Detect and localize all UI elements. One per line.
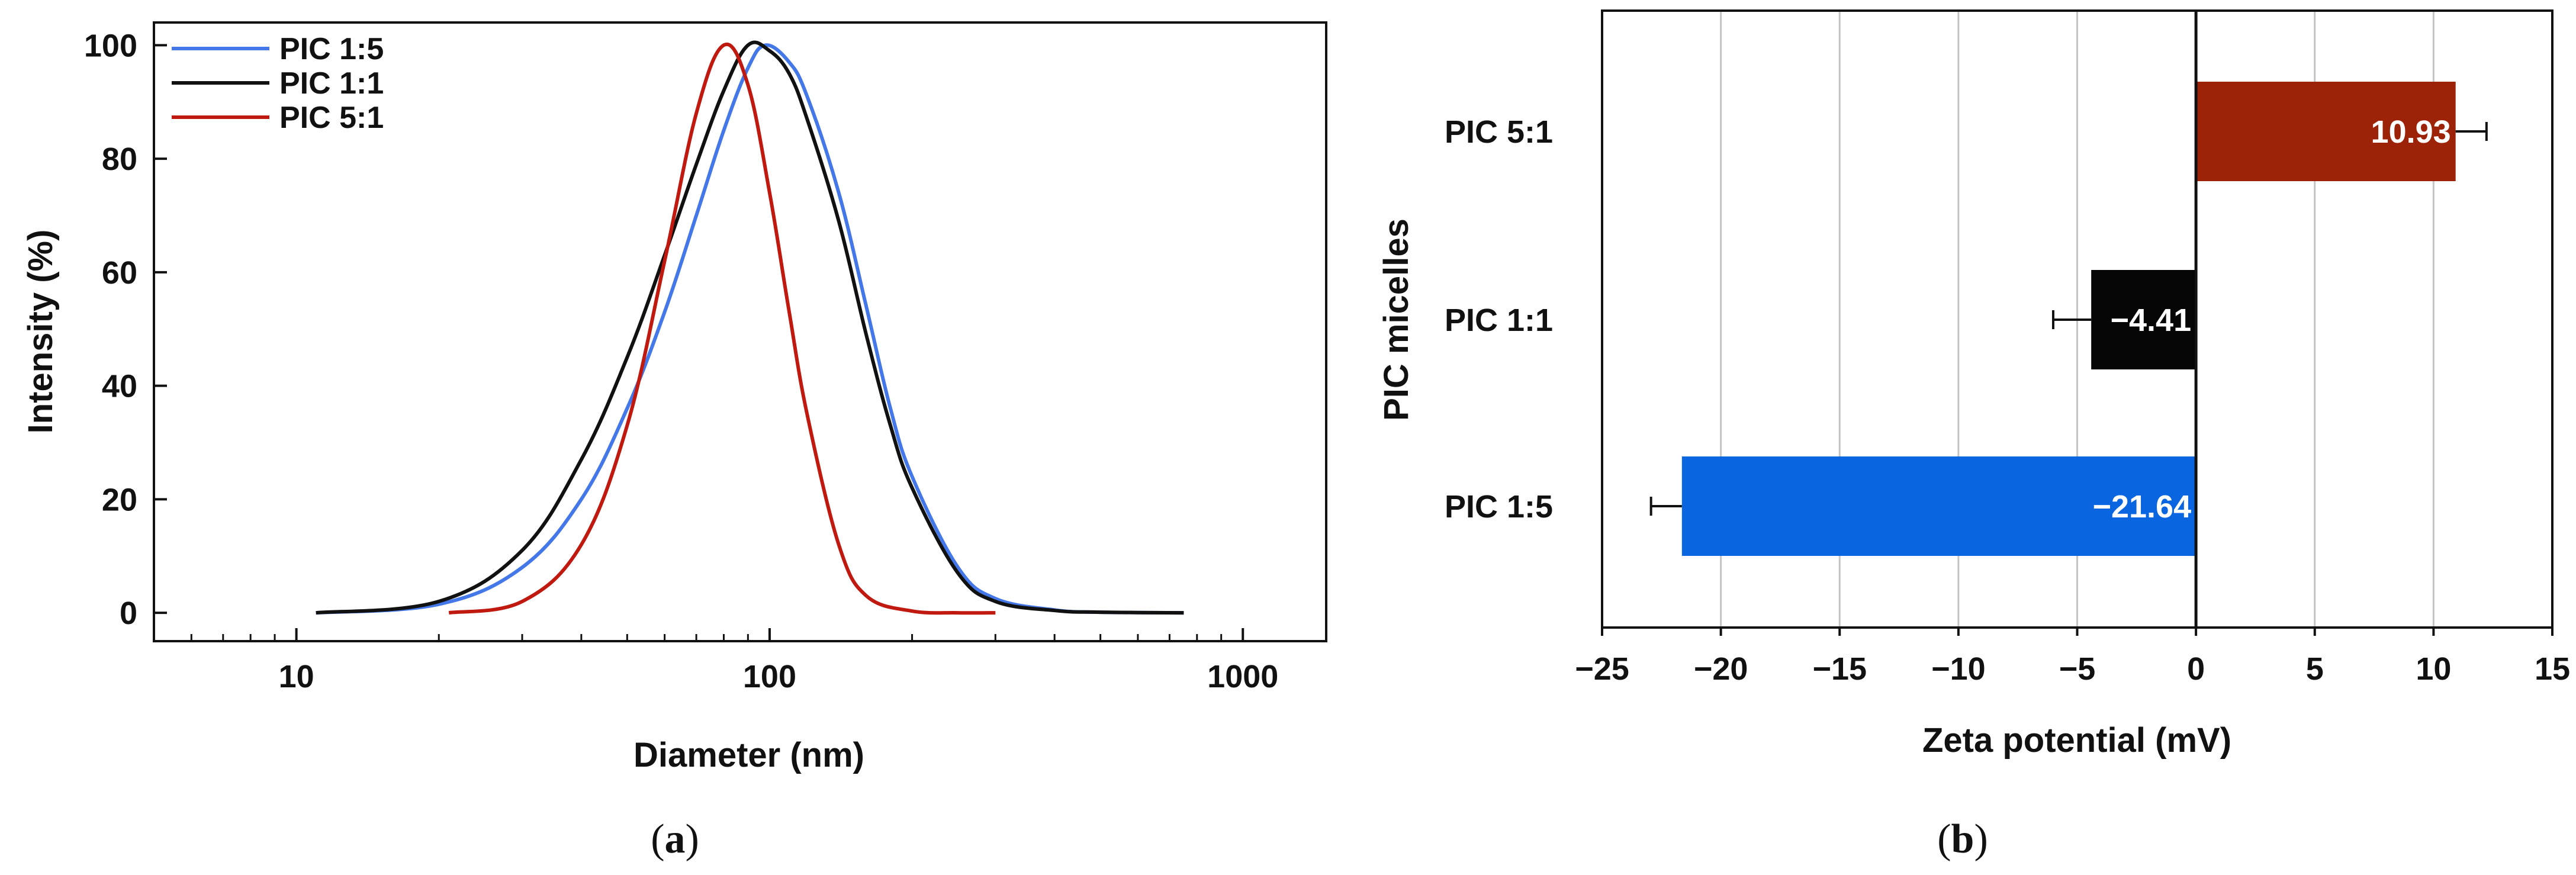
caption-letter: b xyxy=(1951,816,1974,862)
y-axis-title: PIC micelles xyxy=(1377,218,1416,421)
y-axis-title: Intensity (%) xyxy=(21,230,60,434)
series-line-pic-1-1 xyxy=(316,40,1184,615)
bar-pic-1-5 xyxy=(1681,456,2196,556)
x-tick-label: 5 xyxy=(2306,651,2324,687)
zeta-potential-chart: 10.93 −4.41 −21.64 PIC 5:1 PIC 1:1 PIC 1:5 −… xyxy=(1377,9,2570,862)
y-tick-label: 100 xyxy=(84,28,137,63)
plot-area-frame xyxy=(153,21,1327,642)
caption-letter: a xyxy=(665,816,686,862)
error-bars xyxy=(1649,122,2488,516)
y-axis-ticks: 0 20 40 60 80 100 xyxy=(84,28,167,631)
value-label-pic-1-1: −4.41 xyxy=(2110,303,2191,338)
x-tick-label: 15 xyxy=(2535,651,2570,687)
caption-open-paren: ( xyxy=(1937,816,1951,862)
x-axis-ticks: −25 −20 −15 −10 −5 0 5 10 15 xyxy=(1575,628,2570,687)
x-tick-label: −20 xyxy=(1694,651,1748,687)
bar-pic-5-1 xyxy=(2196,82,2456,181)
y-tick-label: 20 xyxy=(102,482,137,517)
panel-b-caption: (b) xyxy=(1937,816,1988,862)
caption-open-paren: ( xyxy=(651,816,664,862)
legend-label-pic-5-1: PIC 5:1 xyxy=(279,101,384,135)
x-tick-label: −15 xyxy=(1812,651,1867,687)
category-label-pic-1-5: PIC 1:5 xyxy=(1445,489,1553,525)
value-label-pic-5-1: 10.93 xyxy=(2371,114,2451,150)
series-line-pic-1-5 xyxy=(316,43,1184,615)
x-tick-label: −25 xyxy=(1575,651,1629,687)
series-line-pic-5-1 xyxy=(448,42,996,615)
y-tick-label: 0 xyxy=(120,596,137,631)
series-group xyxy=(316,40,1184,615)
legend-label-pic-1-1: PIC 1:1 xyxy=(279,66,384,101)
x-tick-label: 1000 xyxy=(1207,659,1278,694)
category-label-pic-1-1: PIC 1:1 xyxy=(1445,303,1553,338)
x-tick-label: 10 xyxy=(279,659,314,694)
y-tick-label: 40 xyxy=(102,369,137,404)
x-tick-label: −10 xyxy=(1931,651,1986,687)
x-tick-label: 10 xyxy=(2416,651,2451,687)
value-label-pic-1-5: −21.64 xyxy=(2092,489,2191,525)
caption-close-paren: ) xyxy=(1974,816,1988,862)
category-label-pic-5-1: PIC 5:1 xyxy=(1445,114,1553,150)
x-tick-label: −5 xyxy=(2059,651,2096,687)
x-minor-ticks xyxy=(153,634,1223,641)
x-axis-title: Diameter (nm) xyxy=(633,736,864,774)
x-axis-ticks: 10 100 1000 xyxy=(279,628,1278,694)
y-axis-category-labels: PIC 5:1 PIC 1:1 PIC 1:5 xyxy=(1445,114,1553,525)
x-tick-label: 0 xyxy=(2187,651,2205,687)
bar-group xyxy=(1681,82,2456,556)
legend-label-pic-1-5: PIC 1:5 xyxy=(279,32,384,66)
y-tick-label: 80 xyxy=(102,141,137,177)
x-tick-label: 100 xyxy=(743,659,796,694)
panel-a-caption: (a) xyxy=(651,816,699,862)
y-tick-label: 60 xyxy=(102,255,137,291)
bar-pic-1-1 xyxy=(2091,270,2196,369)
x-axis-title: Zeta potential (mV) xyxy=(1922,721,2231,760)
caption-close-paren: ) xyxy=(686,816,699,862)
value-labels: 10.93 −4.41 −21.64 xyxy=(2092,114,2450,525)
